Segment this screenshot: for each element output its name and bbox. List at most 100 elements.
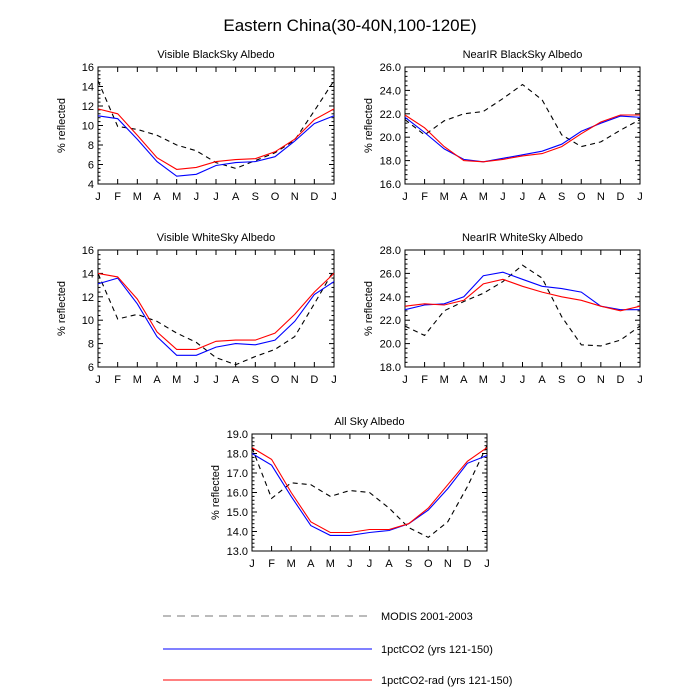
y-tick-label: 26.0 bbox=[380, 62, 401, 74]
y-tick-label: 26.0 bbox=[380, 268, 401, 280]
y-axis-label: % reflected bbox=[363, 281, 375, 336]
y-tick-label: 22.0 bbox=[380, 315, 401, 327]
series-line-2 bbox=[97, 115, 335, 177]
x-tick-label: J bbox=[194, 191, 200, 203]
y-tick-label: 16.0 bbox=[227, 488, 248, 500]
chart-panels: Visible BlackSky Albedo % reflected 4 6 8 10 1… bbox=[56, 49, 643, 570]
legend: MODIS 2001-2003 1pctCO2 (yrs 121-150) 1pct… bbox=[163, 611, 512, 687]
x-tick-label: M bbox=[479, 374, 488, 386]
x-tick-label: J bbox=[500, 191, 506, 203]
x-tick-label: M bbox=[133, 374, 142, 386]
chart-panel-5: All Sky Albedo % reflected 13.0 14.0 15.0 16.… bbox=[210, 416, 490, 570]
x-tick-label: J bbox=[331, 374, 337, 386]
x-tick-label: J bbox=[402, 374, 408, 386]
figure-title: Eastern China(30-40N,100-120E) bbox=[223, 16, 476, 35]
x-tick-label: J bbox=[637, 374, 643, 386]
legend-label: 1pctCO2 (yrs 121-150) bbox=[381, 644, 493, 656]
x-tick-label: A bbox=[538, 374, 546, 386]
x-tick-label: J bbox=[520, 374, 526, 386]
legend-item-1: MODIS 2001-2003 bbox=[163, 611, 473, 623]
y-tick-label: 14.0 bbox=[227, 527, 248, 539]
x-tick-label: F bbox=[268, 558, 275, 570]
y-axis-label: % reflected bbox=[56, 98, 68, 153]
x-tick-label: S bbox=[405, 558, 412, 570]
x-tick-label: D bbox=[310, 374, 318, 386]
x-tick-label: M bbox=[133, 191, 142, 203]
x-tick-label: D bbox=[616, 374, 624, 386]
series-line-2 bbox=[404, 115, 641, 163]
y-tick-label: 18.0 bbox=[380, 156, 401, 168]
x-tick-label: M bbox=[440, 191, 449, 203]
x-tick-label: A bbox=[460, 191, 468, 203]
x-tick-label: F bbox=[114, 374, 121, 386]
y-tick-label: 16 bbox=[82, 62, 94, 74]
chart-panel-1: Visible BlackSky Albedo % reflected 4 6 8 10 1… bbox=[56, 49, 337, 203]
x-tick-label: J bbox=[347, 558, 353, 570]
series-line-1 bbox=[251, 445, 488, 539]
x-tick-label: N bbox=[291, 191, 299, 203]
x-tick-label: S bbox=[558, 374, 565, 386]
x-tick-label: O bbox=[424, 558, 433, 570]
y-tick-label: 12 bbox=[82, 292, 94, 304]
y-tick-label: 18.0 bbox=[380, 362, 401, 374]
panel-title: Visible BlackSky Albedo bbox=[157, 49, 274, 61]
x-tick-label: A bbox=[153, 374, 161, 386]
chart-panel-3: Visible WhiteSky Albedo % reflected 6 8 10 12… bbox=[56, 232, 337, 386]
x-tick-label: N bbox=[597, 374, 605, 386]
series-line-1 bbox=[404, 264, 641, 347]
series-line-1 bbox=[97, 80, 335, 169]
x-tick-label: A bbox=[232, 191, 240, 203]
legend-label: MODIS 2001-2003 bbox=[381, 611, 473, 623]
y-tick-label: 16 bbox=[82, 245, 94, 257]
x-tick-label: J bbox=[213, 191, 219, 203]
x-tick-label: A bbox=[538, 191, 546, 203]
x-tick-label: N bbox=[291, 374, 299, 386]
legend-item-3: 1pctCO2-rad (yrs 121-150) bbox=[163, 675, 512, 687]
x-tick-label: M bbox=[172, 191, 181, 203]
y-tick-label: 10 bbox=[82, 315, 94, 327]
x-tick-label: F bbox=[421, 374, 428, 386]
x-tick-label: M bbox=[326, 558, 335, 570]
y-tick-label: 17.0 bbox=[227, 468, 248, 480]
series-line-2 bbox=[251, 453, 488, 536]
x-tick-label: J bbox=[484, 558, 490, 570]
plot-frame bbox=[404, 249, 641, 368]
y-tick-label: 6 bbox=[88, 362, 94, 374]
x-tick-label: J bbox=[500, 374, 506, 386]
x-tick-label: O bbox=[271, 374, 280, 386]
y-tick-label: 19.0 bbox=[227, 429, 248, 441]
x-tick-label: D bbox=[310, 191, 318, 203]
chart-panel-4: NearIR WhiteSky Albedo % reflected 18.0 20.… bbox=[363, 232, 643, 386]
panel-title: NearIR WhiteSky Albedo bbox=[462, 232, 583, 244]
y-tick-label: 15.0 bbox=[227, 507, 248, 519]
x-tick-label: J bbox=[520, 191, 526, 203]
x-tick-label: M bbox=[287, 558, 296, 570]
y-tick-label: 24.0 bbox=[380, 85, 401, 97]
y-tick-label: 18.0 bbox=[227, 449, 248, 461]
x-tick-label: J bbox=[637, 191, 643, 203]
y-tick-label: 28.0 bbox=[380, 245, 401, 257]
y-tick-label: 14 bbox=[82, 82, 94, 94]
plot-frame bbox=[97, 249, 335, 368]
y-tick-label: 20.0 bbox=[380, 132, 401, 144]
x-tick-label: J bbox=[367, 558, 373, 570]
x-tick-label: J bbox=[402, 191, 408, 203]
x-tick-label: F bbox=[421, 191, 428, 203]
y-tick-label: 4 bbox=[88, 179, 94, 191]
x-tick-label: J bbox=[249, 558, 255, 570]
x-tick-label: S bbox=[252, 191, 259, 203]
x-tick-label: J bbox=[331, 191, 337, 203]
x-tick-label: M bbox=[479, 191, 488, 203]
x-tick-label: A bbox=[153, 191, 161, 203]
y-tick-label: 6 bbox=[88, 160, 94, 172]
panel-title: All Sky Albedo bbox=[334, 416, 404, 428]
chart-panel-2: NearIR BlackSky Albedo % reflected 16.0 18.… bbox=[363, 49, 643, 203]
y-tick-label: 16.0 bbox=[380, 179, 401, 191]
x-tick-label: A bbox=[232, 374, 240, 386]
x-tick-label: D bbox=[616, 191, 624, 203]
plot-frame bbox=[97, 66, 335, 185]
x-tick-label: O bbox=[271, 191, 280, 203]
x-tick-label: M bbox=[172, 374, 181, 386]
y-tick-label: 10 bbox=[82, 121, 94, 133]
x-tick-label: O bbox=[577, 191, 586, 203]
